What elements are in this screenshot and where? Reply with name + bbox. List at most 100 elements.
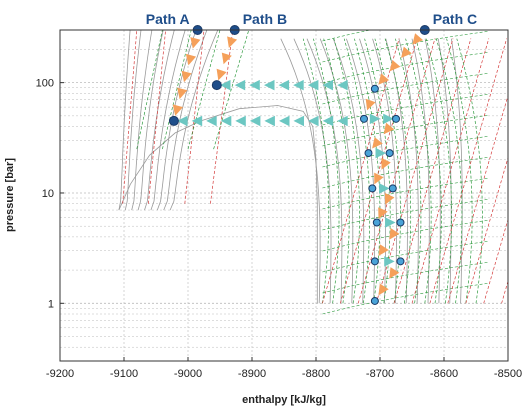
isentrope-line xyxy=(147,30,166,204)
isotherm-line xyxy=(384,38,412,304)
isentrope-line xyxy=(322,38,400,304)
y-tick-label: 1 xyxy=(48,298,54,310)
path-arrow xyxy=(383,122,395,135)
isotherm-line xyxy=(446,38,473,304)
x-tick-label: -9000 xyxy=(174,368,202,380)
path-arrow xyxy=(177,115,188,127)
envelope-line xyxy=(131,30,153,211)
isotherm-line xyxy=(343,38,371,304)
path-arrow xyxy=(385,217,396,228)
vapor-curve xyxy=(372,38,397,304)
path-arrow xyxy=(206,115,217,127)
isobar-line xyxy=(322,240,489,273)
path-arrow xyxy=(181,70,192,83)
isobar-line xyxy=(322,219,489,252)
isolines xyxy=(122,30,508,315)
state-point xyxy=(368,184,377,193)
isentrope-line xyxy=(184,30,205,204)
isobar-line xyxy=(322,156,489,189)
isobar-line xyxy=(322,261,489,294)
isobar-line xyxy=(322,282,489,315)
vapor-curve xyxy=(411,38,430,304)
state-point xyxy=(211,80,222,91)
x-tick-label: -8900 xyxy=(238,368,266,380)
path-arrow xyxy=(172,104,183,116)
path-arrow xyxy=(383,113,394,125)
path-arrow xyxy=(216,68,227,81)
isotherm-line xyxy=(456,38,483,304)
axis-ticks: -9200 -9100 -9000 -8900 -8800 -8700 -8600 -8500… xyxy=(36,78,522,380)
isobar-line xyxy=(322,198,489,231)
isotherm-line xyxy=(364,38,391,304)
y-tick-label: 10 xyxy=(42,188,54,200)
state-point xyxy=(370,257,379,266)
x-tick-label: -8500 xyxy=(494,368,522,380)
path-arrow xyxy=(389,228,400,240)
path-arrow xyxy=(381,157,391,170)
vapor-curve xyxy=(451,38,463,304)
path-arrow xyxy=(235,115,246,127)
path-arrows xyxy=(172,33,424,296)
state-point xyxy=(396,218,405,227)
path-arrow xyxy=(278,79,290,91)
path-arrow xyxy=(369,113,381,125)
path-arrow xyxy=(249,79,260,91)
isotherm-line xyxy=(313,38,340,304)
path-arrow xyxy=(322,79,333,91)
envelope-line xyxy=(124,30,142,211)
vapor-curve xyxy=(293,38,332,304)
isobar-line xyxy=(322,93,489,126)
isentrope-line xyxy=(411,38,490,304)
path-arrow xyxy=(264,79,275,91)
path-arrow xyxy=(384,193,395,205)
isentrope-line xyxy=(393,38,472,304)
isotherm-line xyxy=(405,38,432,304)
state-point xyxy=(370,296,379,305)
isentrope-line xyxy=(483,218,508,304)
path-arrow xyxy=(374,172,384,185)
isotherm-line xyxy=(213,30,250,150)
state-point xyxy=(360,114,368,123)
plot-frame xyxy=(59,29,509,362)
path-arrow xyxy=(220,115,232,127)
vapor-curve xyxy=(398,38,419,304)
state-point xyxy=(372,218,381,227)
x-axis-title: enthalpy [kJ/kg] xyxy=(242,394,326,406)
state-point xyxy=(388,184,397,193)
isotherm-line xyxy=(187,30,221,150)
isotherm-line xyxy=(435,38,463,304)
isobar-line xyxy=(322,114,489,147)
path-label: Path B xyxy=(243,11,287,27)
x-tick-label: -8800 xyxy=(302,368,330,380)
envelope-line xyxy=(118,30,131,211)
path-arrow xyxy=(365,98,376,111)
isotherm-line xyxy=(395,38,422,304)
envelope-line xyxy=(150,30,186,211)
x-tick-label: -8700 xyxy=(366,368,394,380)
x-tick-label: -8600 xyxy=(430,368,458,380)
path-arrow xyxy=(378,283,389,296)
path-arrow xyxy=(307,79,319,91)
path-arrow xyxy=(293,115,304,127)
isentrope-line xyxy=(447,94,508,304)
path-arrow xyxy=(379,183,390,194)
state-point xyxy=(392,114,400,123)
path-arrow xyxy=(191,115,203,127)
path-arrow xyxy=(322,115,334,127)
isobar-line xyxy=(322,30,489,63)
path-arrow xyxy=(279,115,290,127)
path-arrow xyxy=(389,267,400,279)
isobar-line xyxy=(322,135,489,168)
state-point xyxy=(370,84,379,93)
path-arrow xyxy=(293,79,304,91)
isentrope-line xyxy=(465,156,508,304)
path-arrow xyxy=(412,33,424,45)
path-arrow xyxy=(177,87,188,100)
envelope-line xyxy=(137,30,164,211)
path-arrow xyxy=(234,79,246,91)
isobar-line xyxy=(322,51,489,84)
state-point xyxy=(396,257,405,266)
isotherm-line xyxy=(323,38,350,304)
isotherm-line xyxy=(162,30,192,150)
isentrope-line xyxy=(429,38,508,304)
